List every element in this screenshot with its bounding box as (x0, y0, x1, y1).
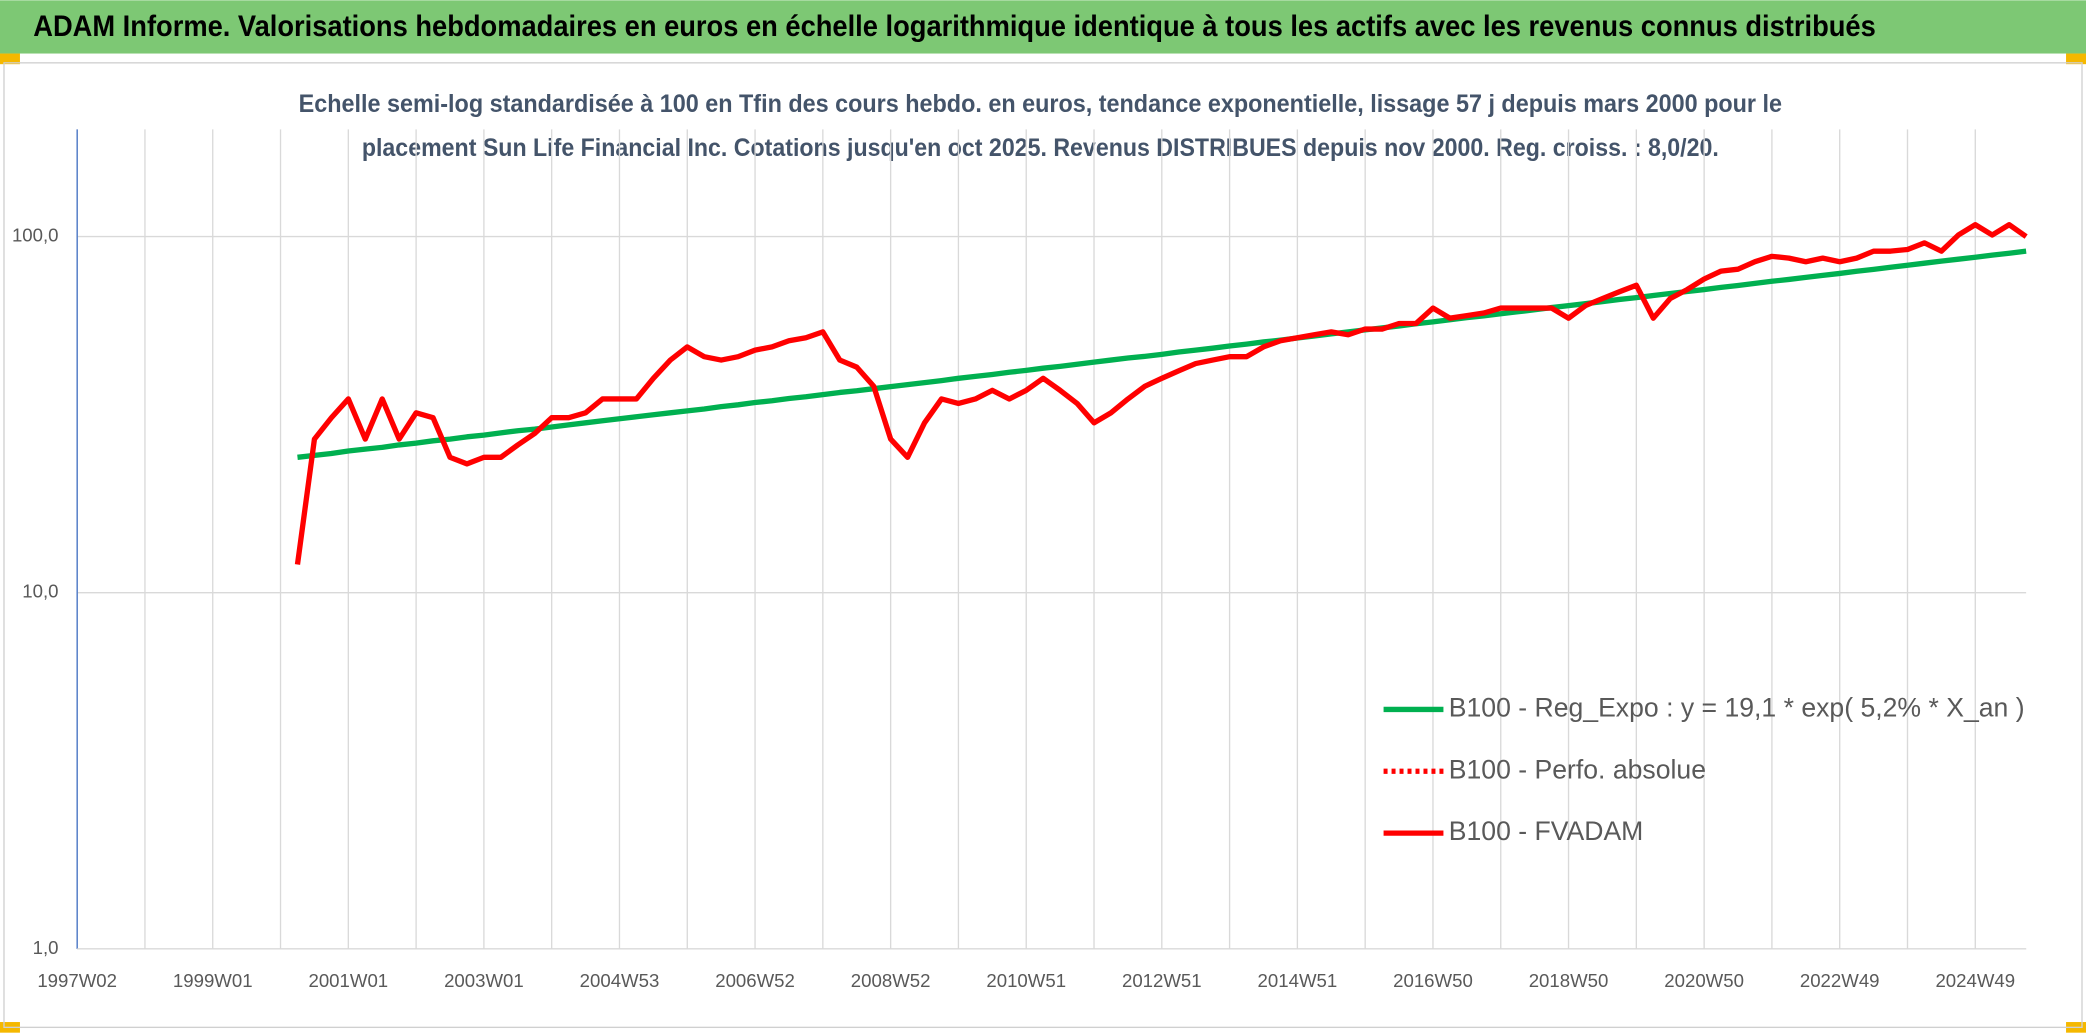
x-tick-label: 2016W50 (1393, 970, 1473, 991)
legend-label: B100 - FVADAM (1449, 816, 1644, 846)
x-tick-label: 2022W49 (1800, 970, 1880, 991)
x-tick-label: 1997W02 (37, 970, 117, 991)
x-tick-label: 2014W51 (1258, 970, 1338, 991)
x-tick-label: 1999W01 (173, 970, 253, 991)
x-tick-label: 2010W51 (986, 970, 1066, 991)
title-banner (0, 0, 2086, 54)
legend-label: B100 - Reg_Expo : y = 19,1 * exp( 5,2% *… (1449, 692, 2025, 722)
x-tick-label: 2020W50 (1664, 970, 1744, 991)
x-tick-label: 2006W52 (715, 970, 795, 991)
y-tick-label: 10,0 (22, 581, 58, 602)
x-tick-label: 2018W50 (1529, 970, 1609, 991)
x-tick-label: 2003W01 (444, 970, 524, 991)
legend-label: B100 - Perfo. absolue (1449, 754, 1706, 784)
y-tick-label: 100,0 (12, 224, 59, 245)
y-tick-label: 1,0 (33, 937, 59, 958)
series-line (294, 222, 2028, 565)
series-line (297, 248, 2027, 460)
chart-title: ADAM Informe. Valorisations hebdomadaire… (33, 11, 1876, 43)
corner-mark (2066, 53, 2086, 65)
x-tick-label: 2024W49 (1935, 970, 2015, 991)
chart-subtitle: Echelle semi-log standardisée à 100 en T… (299, 90, 1782, 118)
x-tick-label: 2012W51 (1122, 970, 1202, 991)
x-tick-label: 2008W52 (851, 970, 931, 991)
frame (3, 62, 2083, 1029)
x-tick-label: 2004W53 (580, 970, 660, 991)
chart-subtitle: placement Sun Life Financial Inc. Cotati… (362, 134, 1719, 162)
corner-mark (0, 53, 20, 65)
x-tick-label: 2001W01 (308, 970, 388, 991)
